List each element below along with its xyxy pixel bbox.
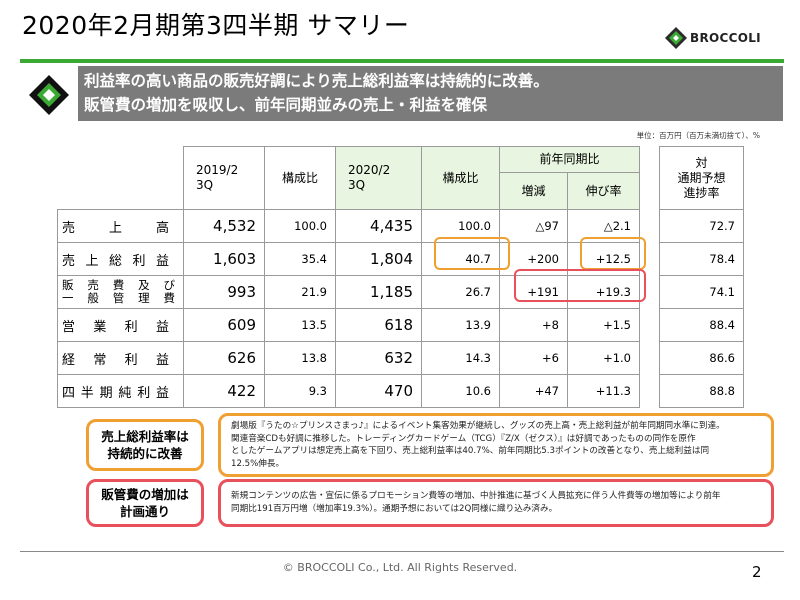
cell-change: +6 bbox=[499, 341, 568, 375]
banner-line-1: 利益率の高い商品の販売好調により売上総利益率は持続的に改善。 bbox=[84, 72, 549, 90]
cell-growth: +19.3 bbox=[567, 275, 640, 309]
logo-text: BROCCOLI bbox=[690, 31, 761, 45]
cell-curr-ratio: 26.7 bbox=[421, 275, 500, 309]
cell-prev-ratio: 13.5 bbox=[264, 308, 336, 342]
page-number: 2 bbox=[752, 563, 762, 581]
table-row: 販 売 費 及 び 一 般 管 理 費 993 21.9 1,185 26.7 … bbox=[57, 275, 744, 309]
unit-note: 単位：百万円（百万未満切捨て）、% bbox=[636, 131, 760, 140]
cell-change: △97 bbox=[499, 209, 568, 243]
cell-change: +200 bbox=[499, 242, 568, 276]
cell-curr-ratio: 13.9 bbox=[421, 308, 500, 342]
row-label-net-income: 四 半 期 純 利 益 bbox=[57, 374, 184, 408]
cell-progress: 88.8 bbox=[659, 374, 744, 408]
header-rule bbox=[20, 59, 784, 63]
cell-curr: 632 bbox=[335, 341, 422, 375]
cell-curr-ratio: 10.6 bbox=[421, 374, 500, 408]
row-label-ordinary-profit: 経 常 利 益 bbox=[57, 341, 184, 375]
cell-progress: 78.4 bbox=[659, 242, 744, 276]
header-curr-period: 2020/2 3Q bbox=[335, 146, 422, 210]
cell-curr: 618 bbox=[335, 308, 422, 342]
highlight-sga-increase bbox=[514, 269, 646, 302]
banner-line-2: 販管費の増加を吸収し、前年同期並みの売上・利益を確保 bbox=[84, 96, 488, 114]
cell-prev: 993 bbox=[183, 275, 265, 309]
header-composition: 構成比 bbox=[264, 146, 336, 210]
cell-progress: 88.4 bbox=[659, 308, 744, 342]
cell-curr-ratio: 14.3 bbox=[421, 341, 500, 375]
page-title: 2020年2月期第3四半期 サマリー bbox=[22, 11, 410, 40]
cell-prev: 609 bbox=[183, 308, 265, 342]
cell-growth: +1.5 bbox=[567, 308, 640, 342]
header-change: 増減 bbox=[499, 172, 568, 210]
copyright: © BROCCOLI Co., Ltd. All Rights Reserved… bbox=[282, 561, 518, 574]
cell-growth: +11.3 bbox=[567, 374, 640, 408]
cell-prev-ratio: 100.0 bbox=[264, 209, 336, 243]
cell-change: +47 bbox=[499, 374, 568, 408]
table-row: 売 上 高 4,532 100.0 4,435 100.0 △97 △2.1 7… bbox=[57, 209, 744, 243]
cell-prev: 4,532 bbox=[183, 209, 265, 243]
cell-prev-ratio: 21.9 bbox=[264, 275, 336, 309]
header-progress: 対 通期予想 進捗率 bbox=[659, 146, 744, 210]
header-prev-period: 2019/2 3Q bbox=[183, 146, 265, 210]
cell-prev: 1,603 bbox=[183, 242, 265, 276]
summary-banner: 利益率の高い商品の販売好調により売上総利益率は持続的に改善。 販管費の増加を吸収… bbox=[78, 66, 783, 121]
note-label-sga: 販管費の増加は 計画通り bbox=[86, 479, 204, 527]
note-text-sga: 新規コンテンツの広告・宣伝に係るプロモーション費等の増加、中計推進に基づく人員拡… bbox=[218, 479, 774, 527]
cell-prev-ratio: 13.8 bbox=[264, 341, 336, 375]
highlight-gross-growth bbox=[580, 237, 646, 270]
note-text-gross-margin: 劇場版『うたの☆プリンスさまっ♪』によるイベント集客効果が継続し、グッズの売上高… bbox=[218, 413, 774, 477]
highlight-gross-margin bbox=[434, 237, 510, 270]
cell-progress: 86.6 bbox=[659, 341, 744, 375]
cell-growth: +1.0 bbox=[567, 341, 640, 375]
cell-prev: 422 bbox=[183, 374, 265, 408]
table-row: 経 常 利 益 626 13.8 632 14.3 +6 +1.0 86.6 bbox=[57, 341, 744, 375]
cell-progress: 74.1 bbox=[659, 275, 744, 309]
note-label-gross-margin: 売上総利益率は 持続的に改善 bbox=[86, 419, 204, 471]
table-row: 四 半 期 純 利 益 422 9.3 470 10.6 +47 +11.3 8… bbox=[57, 374, 744, 408]
cell-prev-ratio: 35.4 bbox=[264, 242, 336, 276]
row-label-sales: 売 上 高 bbox=[57, 209, 184, 243]
summary-table: 2019/2 3Q 構成比 2020/2 3Q 構成比 前年同期比 対 通期予想… bbox=[57, 146, 744, 408]
cell-change: +8 bbox=[499, 308, 568, 342]
row-label-sga: 販 売 費 及 び 一 般 管 理 費 bbox=[57, 275, 184, 309]
cell-prev: 626 bbox=[183, 341, 265, 375]
diamond-logo-icon bbox=[665, 27, 687, 49]
cell-progress: 72.7 bbox=[659, 209, 744, 243]
row-label-gross-profit: 売 上 総 利 益 bbox=[57, 242, 184, 276]
cell-curr: 1,804 bbox=[335, 242, 422, 276]
header-composition-current: 構成比 bbox=[421, 146, 500, 210]
cell-curr: 1,185 bbox=[335, 275, 422, 309]
footer-rule bbox=[20, 551, 784, 552]
company-logo: BROCCOLI bbox=[664, 26, 774, 52]
header-growth: 伸び率 bbox=[567, 172, 640, 210]
cell-curr: 470 bbox=[335, 374, 422, 408]
cell-curr: 4,435 bbox=[335, 209, 422, 243]
cell-growth: △2.1 bbox=[567, 209, 640, 243]
row-label-operating-profit: 営 業 利 益 bbox=[57, 308, 184, 342]
cell-prev-ratio: 9.3 bbox=[264, 374, 336, 408]
header-yoy-group: 前年同期比 bbox=[499, 146, 640, 173]
diamond-bullet-icon bbox=[29, 75, 69, 115]
